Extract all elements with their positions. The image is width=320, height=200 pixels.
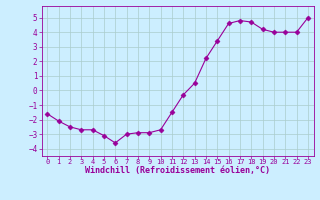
X-axis label: Windchill (Refroidissement éolien,°C): Windchill (Refroidissement éolien,°C)	[85, 166, 270, 175]
